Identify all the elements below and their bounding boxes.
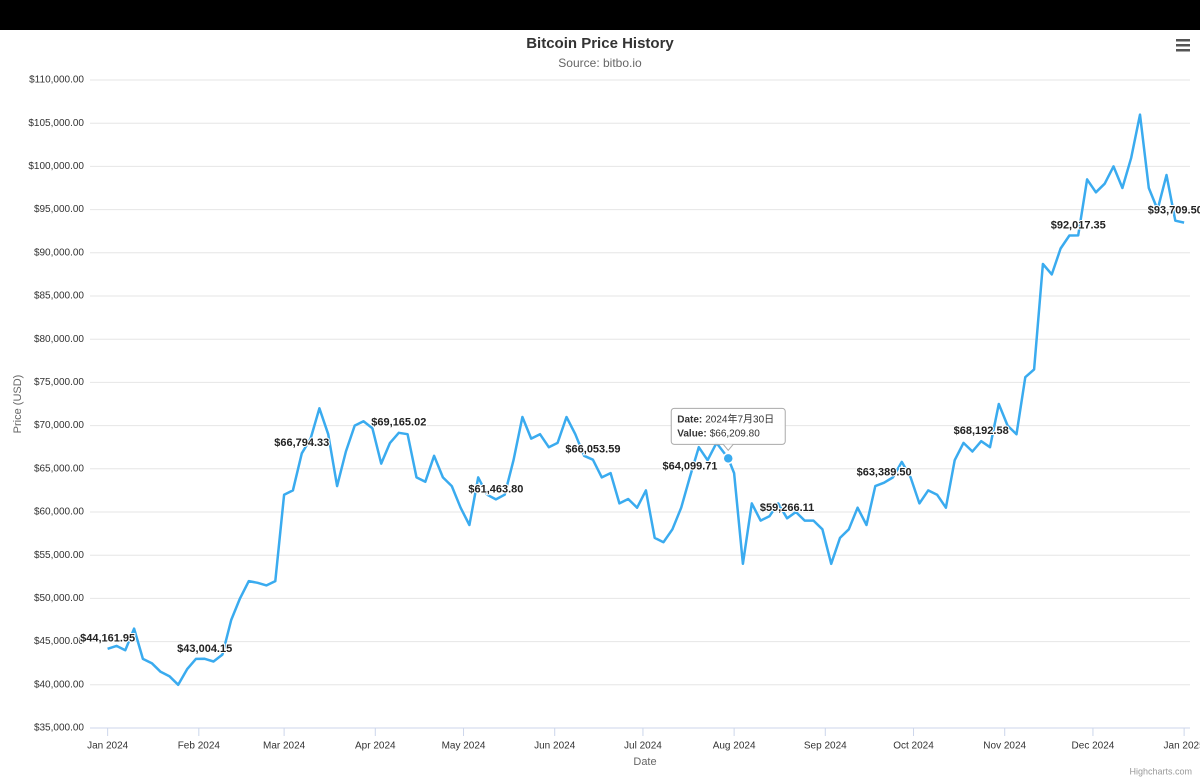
tooltip-text: Value: $66,209.80 xyxy=(677,428,760,439)
data-label: $61,463.80 xyxy=(468,483,523,495)
data-label: $59,266.11 xyxy=(760,502,814,514)
menu-bar[interactable] xyxy=(1176,49,1190,52)
x-axis-label: Date xyxy=(633,756,656,768)
credits: Highcharts.com xyxy=(1129,766,1192,776)
y-axis-label: Price (USD) xyxy=(12,375,24,434)
x-tick-label: Nov 2024 xyxy=(983,741,1026,752)
tooltip-key: Value: xyxy=(677,428,706,439)
x-tick-label: Jan 2025 xyxy=(1164,741,1200,752)
y-tick-label: $80,000.00 xyxy=(34,334,84,345)
x-tick-label: Dec 2024 xyxy=(1072,741,1115,752)
y-tick-label: $70,000.00 xyxy=(34,420,84,431)
tooltip-pointer xyxy=(722,444,734,452)
tooltip-text: Date: 2024年7月30日 xyxy=(677,412,774,425)
y-tick-label: $110,000.00 xyxy=(29,75,84,86)
data-label: $63,389.50 xyxy=(857,467,912,479)
x-tick-label: Jun 2024 xyxy=(534,741,576,752)
tooltip: Date: 2024年7月30日 Value: $66,209.80 xyxy=(670,407,786,452)
data-label: $69,165.02 xyxy=(371,417,426,429)
menu-button[interactable] xyxy=(1176,39,1190,52)
data-label: $93,709.50 xyxy=(1148,205,1200,217)
data-label: $68,192.58 xyxy=(954,425,1009,437)
data-label: $66,053.59 xyxy=(565,444,620,456)
chart-title: Bitcoin Price History xyxy=(526,35,674,52)
y-tick-label: $40,000.00 xyxy=(34,679,84,690)
x-tick-label: Apr 2024 xyxy=(355,741,396,752)
y-tick-label: $100,000.00 xyxy=(28,161,84,172)
y-tick-label: $35,000.00 xyxy=(34,723,84,734)
data-label: $44,161.95 xyxy=(80,633,135,645)
y-tick-label: $90,000.00 xyxy=(34,247,84,258)
data-label: $43,004.15 xyxy=(177,643,232,655)
data-label: $64,099.71 xyxy=(662,460,717,472)
menu-bar[interactable] xyxy=(1176,39,1190,42)
top-bar xyxy=(0,0,1200,30)
data-label: $66,794.33 xyxy=(274,437,329,449)
y-tick-label: $65,000.00 xyxy=(34,463,84,474)
x-tick-label: Sep 2024 xyxy=(804,741,847,752)
x-tick-label: Jul 2024 xyxy=(624,741,662,752)
x-tick-label: Oct 2024 xyxy=(893,741,934,752)
hover-marker xyxy=(722,452,734,465)
y-tick-label: $45,000.00 xyxy=(34,636,84,647)
y-tick-label: $75,000.00 xyxy=(34,377,84,388)
price-line xyxy=(107,113,1185,687)
x-tick-label: May 2024 xyxy=(442,741,486,752)
tooltip-value: 2024年7月30日 xyxy=(705,412,774,425)
y-tick-label: $55,000.00 xyxy=(34,550,84,561)
tooltip-value: $66,209.80 xyxy=(710,428,760,439)
x-tick-label: Jan 2024 xyxy=(87,741,129,752)
y-tick-label: $60,000.00 xyxy=(34,507,84,518)
x-tick-label: Feb 2024 xyxy=(178,741,221,752)
y-tick-label: $50,000.00 xyxy=(34,593,84,604)
data-label: $92,017.35 xyxy=(1051,219,1106,231)
y-tick-label: $85,000.00 xyxy=(34,291,84,302)
menu-bar[interactable] xyxy=(1176,44,1190,47)
x-tick-label: Mar 2024 xyxy=(263,741,306,752)
tooltip-key: Date: xyxy=(677,414,702,425)
y-tick-label: $105,000.00 xyxy=(28,118,84,129)
x-tick-label: Aug 2024 xyxy=(713,741,756,752)
chart-subtitle: Source: bitbo.io xyxy=(558,56,642,70)
y-tick-label: $95,000.00 xyxy=(34,204,84,215)
